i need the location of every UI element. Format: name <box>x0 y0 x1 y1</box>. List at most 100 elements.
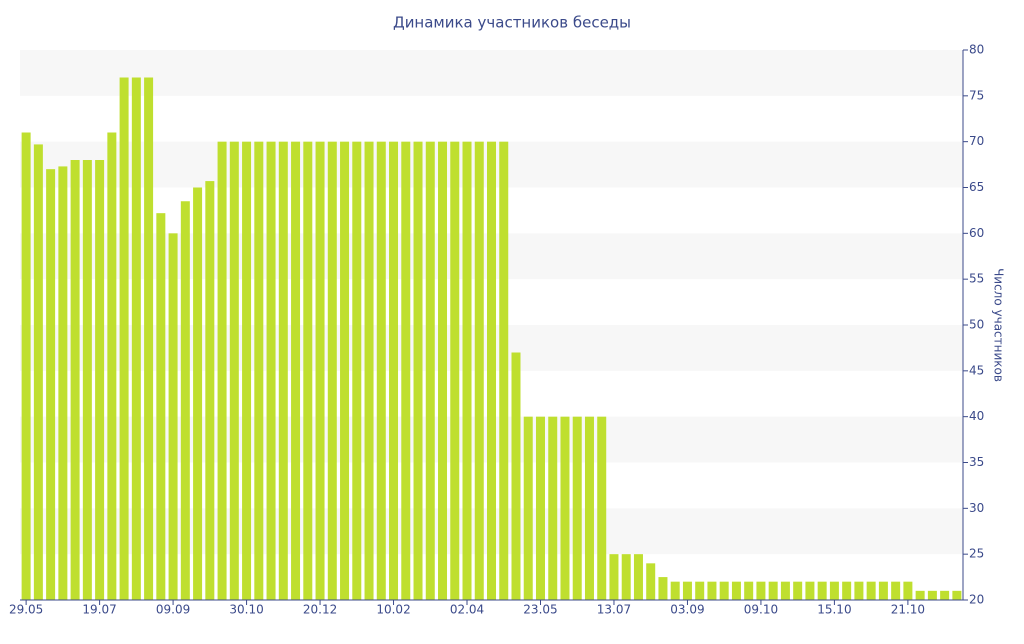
bar <box>364 141 374 600</box>
bar <box>609 554 619 600</box>
bar <box>205 181 215 601</box>
y-tick-label: 70 <box>969 134 984 148</box>
bar <box>144 77 154 600</box>
x-tick-label: 02.04 <box>450 603 484 617</box>
bar <box>940 590 950 600</box>
bar <box>903 581 913 600</box>
bar <box>535 416 545 600</box>
bar <box>180 201 190 600</box>
y-tick-label: 30 <box>969 501 984 515</box>
bar <box>376 141 386 600</box>
bar <box>119 77 129 600</box>
bar <box>682 581 692 600</box>
bar <box>70 160 80 600</box>
bar <box>499 141 509 600</box>
bar <box>670 581 680 600</box>
bar <box>131 77 141 600</box>
x-tick-label: 21.10 <box>891 603 925 617</box>
bar <box>33 144 43 600</box>
bar <box>291 141 301 600</box>
x-tick-label: 10.02 <box>376 603 410 617</box>
bar <box>829 581 839 600</box>
bar <box>46 169 56 600</box>
bar <box>425 141 435 600</box>
bar <box>719 581 729 600</box>
bar <box>315 141 325 600</box>
x-tick-label: 09.09 <box>156 603 190 617</box>
bar <box>658 577 668 600</box>
bar <box>817 581 827 600</box>
bar <box>401 141 411 600</box>
x-tick-label: 09.10 <box>744 603 778 617</box>
bar <box>793 581 803 600</box>
band <box>20 50 963 96</box>
bar <box>891 581 901 600</box>
bar <box>82 160 92 600</box>
bar <box>646 563 656 600</box>
x-tick-label: 15.10 <box>817 603 851 617</box>
x-tick-label: 13.07 <box>597 603 631 617</box>
x-tick-label: 30.10 <box>229 603 263 617</box>
bar <box>744 581 754 600</box>
y-tick-label: 35 <box>969 455 984 469</box>
bar <box>560 416 570 600</box>
bar <box>927 590 937 600</box>
bar <box>878 581 888 600</box>
bar <box>193 187 203 600</box>
bar <box>572 416 582 600</box>
x-tick-label: 03.09 <box>670 603 704 617</box>
x-tick-label: 29.05 <box>9 603 43 617</box>
bar <box>95 160 105 600</box>
y-tick-label: 45 <box>969 363 984 377</box>
bar <box>474 141 484 600</box>
bar <box>756 581 766 600</box>
bar <box>266 141 276 600</box>
y-tick-label: 40 <box>969 409 984 423</box>
bar <box>242 141 252 600</box>
bar <box>462 141 472 600</box>
bar <box>695 581 705 600</box>
x-tick-label: 19.07 <box>82 603 116 617</box>
chart-title: Динамика участников беседы <box>393 14 631 32</box>
x-tick-label: 20.12 <box>303 603 337 617</box>
bar <box>107 132 117 600</box>
bar <box>597 416 607 600</box>
y-tick-label: 25 <box>969 547 984 561</box>
y-tick-label: 65 <box>969 180 984 194</box>
y-tick-label: 20 <box>969 593 984 607</box>
y-tick-label: 80 <box>969 43 984 57</box>
bar <box>731 581 741 600</box>
bar <box>842 581 852 600</box>
bar <box>254 141 264 600</box>
bar <box>217 141 227 600</box>
bar <box>633 554 643 600</box>
bar <box>805 581 815 600</box>
bar <box>389 141 399 600</box>
bar <box>523 416 533 600</box>
bar <box>156 213 166 600</box>
bar <box>168 233 178 601</box>
y-axis-title: Число участников <box>992 268 1006 382</box>
x-tick-label: 23.05 <box>523 603 557 617</box>
bar <box>340 141 350 600</box>
bar <box>768 581 778 600</box>
bar <box>278 141 288 600</box>
bar <box>21 132 31 600</box>
bar <box>780 581 790 600</box>
bar <box>303 141 313 600</box>
bar <box>584 416 594 600</box>
bar <box>866 581 876 600</box>
bar <box>438 141 448 600</box>
bar <box>548 416 558 600</box>
y-tick-label: 50 <box>969 318 984 332</box>
y-tick-label: 75 <box>969 88 984 102</box>
bar <box>327 141 337 600</box>
bar <box>229 141 239 600</box>
bar <box>621 554 631 600</box>
y-tick-label: 55 <box>969 272 984 286</box>
bar <box>707 581 717 600</box>
bar <box>854 581 864 600</box>
bar <box>487 141 496 600</box>
bar <box>511 352 521 600</box>
